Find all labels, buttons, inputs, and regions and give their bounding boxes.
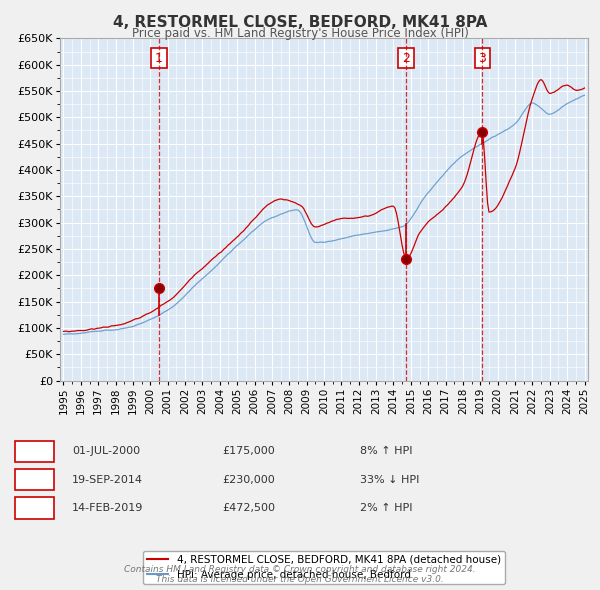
Text: 14-FEB-2019: 14-FEB-2019	[72, 503, 143, 513]
Text: 19-SEP-2014: 19-SEP-2014	[72, 475, 143, 484]
Text: 4, RESTORMEL CLOSE, BEDFORD, MK41 8PA: 4, RESTORMEL CLOSE, BEDFORD, MK41 8PA	[113, 15, 487, 30]
Text: 3: 3	[31, 502, 39, 514]
Text: £472,500: £472,500	[222, 503, 275, 513]
Text: 2% ↑ HPI: 2% ↑ HPI	[360, 503, 413, 513]
Text: £175,000: £175,000	[222, 447, 275, 456]
Text: 33% ↓ HPI: 33% ↓ HPI	[360, 475, 419, 484]
Text: 01-JUL-2000: 01-JUL-2000	[72, 447, 140, 456]
Text: 1: 1	[155, 51, 163, 64]
Text: 2: 2	[31, 473, 39, 486]
Text: Contains HM Land Registry data © Crown copyright and database right 2024.
This d: Contains HM Land Registry data © Crown c…	[124, 565, 476, 584]
Legend: 4, RESTORMEL CLOSE, BEDFORD, MK41 8PA (detached house), HPI: Average price, deta: 4, RESTORMEL CLOSE, BEDFORD, MK41 8PA (d…	[143, 550, 505, 584]
Text: £230,000: £230,000	[222, 475, 275, 484]
Text: 3: 3	[478, 51, 487, 64]
Text: Price paid vs. HM Land Registry's House Price Index (HPI): Price paid vs. HM Land Registry's House …	[131, 27, 469, 40]
Text: 8% ↑ HPI: 8% ↑ HPI	[360, 447, 413, 456]
Text: 2: 2	[402, 51, 410, 64]
Text: 1: 1	[31, 445, 39, 458]
